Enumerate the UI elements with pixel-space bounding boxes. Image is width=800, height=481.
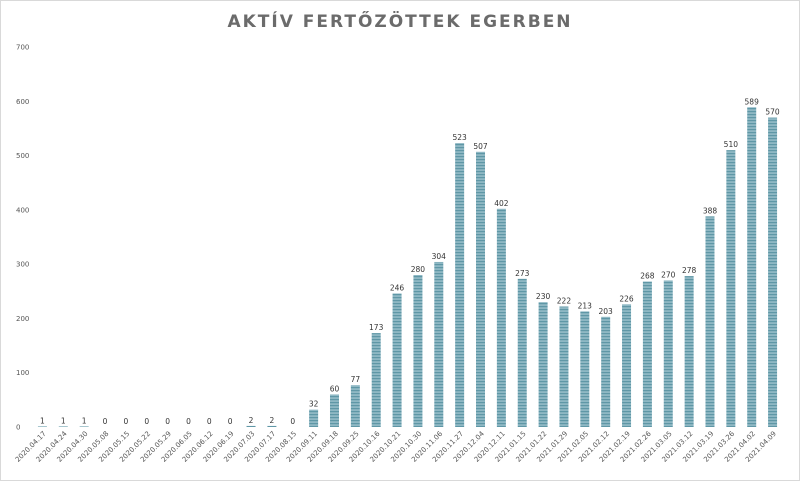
bar [747,107,757,427]
y-tick-label: 0 [16,424,20,432]
data-label: 1 [40,416,45,425]
data-label: 203 [599,307,614,316]
data-label: 2 [270,416,275,425]
data-labels: 1 1 1 0 0 0 0 0 0 0 2 2 0326077173246280304523507402… [40,97,780,426]
data-label: 510 [724,140,739,149]
data-label: 77 [351,375,361,384]
data-label: 1 [82,416,87,425]
data-label: 507 [473,142,488,151]
data-label: 0 [290,417,295,426]
y-tick-label: 200 [16,315,29,323]
y-tick-label: 400 [16,206,29,214]
y-tick-label: 100 [16,369,29,377]
bar [642,281,652,427]
data-label: 0 [228,417,233,426]
x-axis: 2020.04.172020.04.242020.04.302020.05.08… [14,429,778,463]
bar [413,275,423,427]
data-label: 0 [207,417,212,426]
bar [726,150,736,427]
bar [309,409,319,427]
y-axis: 0 100 200 300 400 500 600 700 [16,44,29,432]
bar [37,426,47,427]
data-label: 278 [682,266,697,275]
data-label: 304 [432,252,447,261]
data-label: 32 [309,400,319,409]
data-label: 273 [515,269,530,278]
bar [79,426,89,427]
bar [538,302,548,427]
bar [768,117,778,427]
bar [350,385,360,427]
chart-title: AKTÍV FERTŐZÖTTEK EGERBEN [227,12,573,32]
data-label: 0 [103,417,108,426]
y-tick-label: 500 [16,152,29,160]
data-label: 173 [369,323,384,332]
data-label: 246 [390,283,405,292]
bar [476,151,486,427]
bar [496,208,506,427]
bar [392,293,402,427]
bar [517,278,527,427]
y-tick-label: 600 [16,98,29,106]
data-label: 268 [640,272,655,281]
data-label: 270 [661,270,676,279]
y-tick-label: 300 [16,261,29,269]
bar [329,394,339,427]
data-label: 213 [578,301,593,310]
data-label: 280 [411,265,426,274]
data-label: 570 [765,108,780,117]
data-label: 402 [494,199,509,208]
data-label: 0 [186,417,191,426]
bar [58,426,68,427]
data-label: 0 [144,417,149,426]
data-label: 523 [452,133,467,142]
data-label: 1 [61,416,66,425]
bar [559,306,569,427]
bar [267,425,277,427]
bars [37,107,778,427]
bar [434,261,444,427]
bar [455,143,465,427]
data-label: 226 [619,294,634,303]
data-label: 230 [536,292,551,301]
bar [663,280,673,427]
bar [371,333,381,427]
y-tick-label: 700 [16,44,29,52]
bar [684,276,694,427]
bar [705,216,715,427]
bar [580,311,590,427]
data-label: 388 [703,206,718,215]
bar [622,304,632,427]
bar [601,316,611,427]
data-label: 60 [330,384,340,393]
data-label: 2 [249,416,254,425]
data-label: 222 [557,296,572,305]
bar [246,425,256,427]
data-label: 0 [165,417,170,426]
data-label: 589 [745,97,760,106]
data-label: 0 [123,417,128,426]
